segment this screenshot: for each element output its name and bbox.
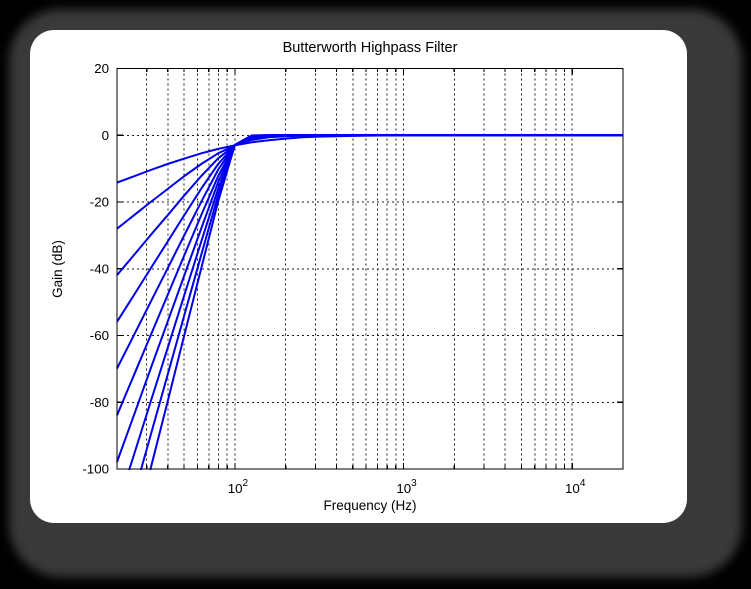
y-tick-label: -100 <box>82 462 109 477</box>
curve-order-6 <box>116 134 623 416</box>
x-tick-label: 104 <box>565 478 586 496</box>
y-tick-label: 0 <box>102 128 109 143</box>
x-tick-label: 103 <box>396 478 417 496</box>
y-tick-label: -20 <box>90 195 109 210</box>
axes-box <box>116 67 624 470</box>
curve-order-4 <box>116 134 623 323</box>
y-tick-label: -40 <box>90 261 109 276</box>
chart-title: Butterworth Highpass Filter <box>283 40 458 56</box>
x-tick-labels: 102 103 104 <box>228 478 586 496</box>
y-tick-labels: 20 0 -20 -40 -60 -80 -100 <box>82 61 109 477</box>
curve-order-2 <box>116 134 623 230</box>
curve-order-10 <box>149 134 623 470</box>
x-axis-label: Frequency (Hz) <box>323 498 416 513</box>
y-axis-label: Gain (dB) <box>50 240 65 298</box>
curve-order-8 <box>128 134 623 470</box>
y-tick-label: 20 <box>94 61 109 76</box>
figure-window <box>30 30 687 523</box>
y-tick-label: -80 <box>90 395 109 410</box>
curve-order-1 <box>116 134 623 184</box>
curve-order-9 <box>139 134 623 470</box>
filter-response-curves <box>116 134 623 470</box>
y-tick-label: -60 <box>90 328 109 343</box>
x-tick-label: 102 <box>228 478 249 496</box>
